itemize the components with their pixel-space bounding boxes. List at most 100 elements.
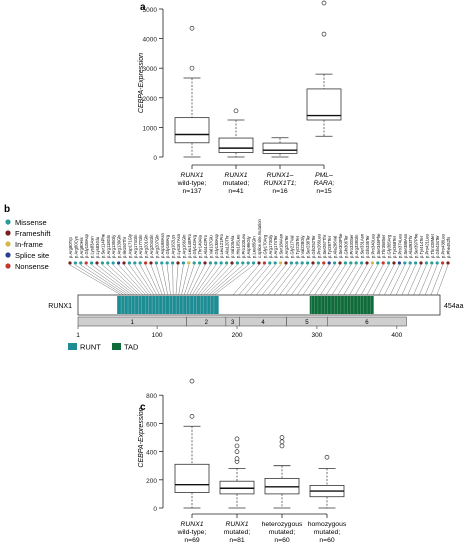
mutation-marker [160,261,164,265]
legend-label: Nonsense [15,262,49,271]
mutation-stick [194,264,216,296]
group-label-line2: RARA; [314,180,335,187]
box [264,477,300,495]
panel-c-label: c [140,402,146,413]
exon-block [327,316,407,327]
y-tick-label: 200 [146,478,157,485]
mutation-stick [273,264,297,296]
y-tick-label: 1000 [143,125,158,132]
mutation-label: p.Asp198Asn [160,232,165,258]
mutation-marker [279,261,283,265]
group-label-line1: homozygous [308,521,347,528]
mutation-label: p.Arg201Gln [144,234,149,258]
mutation-label: p.Ala120Thr [225,235,230,258]
legend-marker [5,263,11,269]
mutation-label: p.Thr428Met [430,233,435,258]
outlier-point [189,25,195,31]
mutation-marker [235,261,239,265]
mutation-marker [446,261,450,265]
mutation-marker [246,261,250,265]
mutation-marker [219,261,223,265]
mutation-stick [349,264,368,296]
mutation-stick [308,264,330,296]
mutation-marker [79,261,83,265]
mutation-stick [107,264,141,296]
aa-tick-label: 100 [152,332,163,339]
mutation-marker [84,261,88,265]
mutation-stick [129,264,152,296]
mutation-stick [145,264,160,296]
exon-label: 2 [205,320,209,326]
mutation-marker [192,261,196,265]
mutation-stick [244,264,270,296]
exon-label: 1 [131,320,135,326]
mutation-marker [365,261,369,265]
mutation-label: p.Pro103Leu [241,233,246,258]
mutation-stick [205,264,238,296]
mutation-label: p.Arg174Gln [133,234,138,258]
aa-tick-label: 200 [232,332,243,339]
mutation-label: p.Lys167Asn [176,233,181,258]
legend-marker [5,252,11,258]
group-label-line2: wild-type; [177,529,207,536]
mutation-marker [165,261,169,265]
mutation-marker [198,261,202,265]
exon-label: 4 [261,320,265,326]
mutation-stick [200,264,227,296]
outlier-point [279,439,285,445]
mutation-stick [211,264,249,296]
mutation-marker [252,261,256,265]
mutation-marker [257,261,261,265]
mutation-label: p.Thr358Ser [381,234,386,258]
mutation-label: p.Gln335Ter [365,235,370,258]
mutation-stick [203,264,233,296]
outlier-point [234,456,240,461]
mutation-stick [419,264,432,296]
group-label-line1: RUNX1 [225,521,248,528]
mutation-label: p.Arg207Gln [154,234,159,258]
mutation-marker [392,261,396,265]
mutation-marker [381,261,385,265]
mutation-stick [395,264,411,296]
mutation-stick [172,264,174,296]
domain-legend-label: RUNT [80,343,101,352]
mutation-label: p.Arg80Trp [68,237,73,258]
mutation-label: p.Arg166Gln [181,234,186,258]
y-tick-label: 800 [146,393,157,400]
y-tick-label: 400 [146,450,157,457]
mutation-stick [279,264,303,296]
mutation-label: p.Leu85Gln [252,236,257,258]
mutation-marker [338,261,342,265]
mutation-stick [314,264,335,296]
y-tick-label: 4000 [143,37,158,44]
y-tick-label: 0 [153,155,157,162]
box [218,137,254,153]
mutation-stick [232,264,260,296]
mutation-label: p.Lys83Glu [95,236,100,258]
mutation-label: p.Ile150Thr [122,236,127,258]
mutation-marker [90,261,94,265]
box [219,480,255,495]
mutation-stick [80,264,127,296]
mutation-stick [150,264,163,296]
y-axis-label: CEBPA-Expression [138,407,145,467]
mutation-marker [241,261,245,265]
outlier-point [234,443,240,449]
outlier-point [233,108,239,114]
mutation-stick [424,264,438,296]
panel-a-boxplot: 0 1000 2000 3000 4000 5000 CEBPA-Expression RUN… [138,0,342,195]
mutation-marker [133,261,137,265]
outlier-point [279,443,285,449]
mutation-label: p.Thr149Ala [198,235,203,258]
mutation-label: p.Ser303Phe [338,233,343,258]
mutation-stick [267,264,292,296]
mutation-stick [238,264,265,296]
group-label-line2: mutated; [224,529,251,536]
mutation-stick [331,264,351,296]
mutation-stick [291,264,314,296]
mutation-label: p.Ser345Phe [376,233,381,258]
mutation-marker [441,261,445,265]
mutation-marker [403,261,407,265]
mutation-label: p.Ser184Asn [279,233,284,258]
mutation-stick [91,264,133,296]
